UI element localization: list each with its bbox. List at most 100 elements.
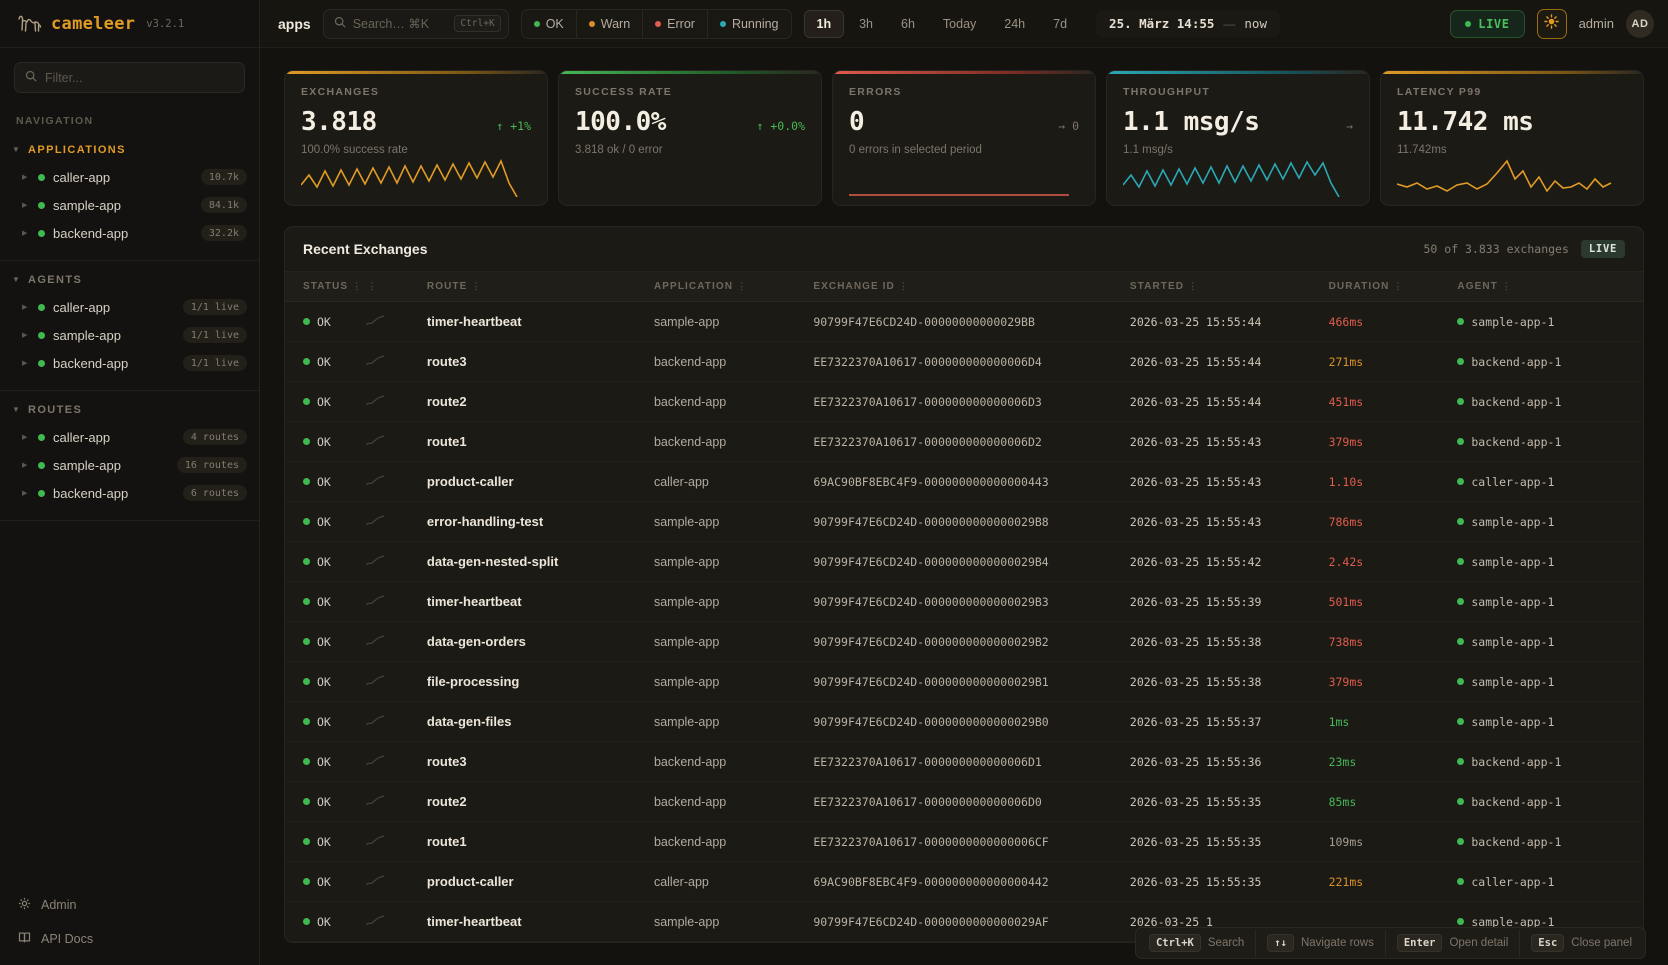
time-window-from: 25. März 14:55	[1109, 16, 1215, 31]
sidebar-item-agents-sample-app[interactable]: ▶ sample-app 1/1 live	[0, 321, 259, 349]
table-row[interactable]: OK product-caller caller-app 69AC90BF8EBC4F…	[285, 461, 1643, 502]
table-row[interactable]: OK route3 backend-app EE7322370A10617-00000…	[285, 741, 1643, 782]
section-header-agents[interactable]: ▼ AGENTS	[0, 261, 259, 293]
kpi-card-latency-p99[interactable]: LATENCY P99 11.742 ms 11.742ms	[1380, 70, 1644, 206]
column-header-started[interactable]: STARTED ⋮	[1129, 272, 1329, 302]
cell-row-sparkline	[363, 741, 427, 782]
table-row[interactable]: OK data-gen-files sample-app 90799F47E6CD24…	[285, 701, 1643, 742]
cell-duration: 379ms	[1328, 421, 1458, 462]
status-filter-running[interactable]: Running	[708, 10, 791, 38]
section-header-routes[interactable]: ▼ ROUTES	[0, 391, 259, 423]
status-dot-ok	[303, 918, 310, 925]
sidebar-item-routes-sample-app[interactable]: ▶ sample-app 16 routes	[0, 451, 259, 479]
column-header-duration[interactable]: DURATION ⋮	[1328, 272, 1458, 302]
started-time: 2026-03-25 15:55:38	[1129, 674, 1262, 689]
column-label: DURATION	[1328, 281, 1390, 292]
status-filter-ok[interactable]: OK	[522, 9, 577, 38]
filter-box[interactable]	[14, 62, 245, 93]
table-row[interactable]: OK error-handling-test sample-app 90799F47E…	[285, 501, 1643, 542]
sidebar-item-routes-backend-app[interactable]: ▶ backend-app 6 routes	[0, 479, 259, 507]
section-header-applications[interactable]: ▼ APPLICATIONS	[0, 131, 259, 163]
table-row[interactable]: OK timer-heartbeat sample-app 90799F47E6CD2…	[285, 581, 1643, 622]
table-row[interactable]: OK route1 backend-app EE7322370A10617-00000…	[285, 821, 1643, 862]
duration-value: 271ms	[1328, 354, 1364, 369]
row-sparkline-icon	[365, 755, 384, 765]
cell-agent: backend-app-1	[1457, 341, 1643, 382]
status-text: OK	[317, 634, 331, 649]
kpi-card-throughput[interactable]: THROUGHPUT 1.1 msg/s → 1.1 msg/s	[1106, 70, 1370, 206]
sidebar-item-applications-caller-app[interactable]: ▶ caller-app 10.7k	[0, 163, 259, 191]
sidebar-item-applications-sample-app[interactable]: ▶ sample-app 84.1k	[0, 191, 259, 219]
column-header-status[interactable]: STATUS ⋮	[285, 272, 364, 302]
live-label: LIVE	[1478, 16, 1510, 31]
sidebar-item-applications-backend-app[interactable]: ▶ backend-app 32.2k	[0, 219, 259, 247]
row-sparkline-icon	[365, 675, 384, 685]
range-button-1h[interactable]: 1h	[803, 9, 845, 38]
column-header-application[interactable]: APPLICATION ⋮	[653, 272, 814, 302]
shortcut-close-panel[interactable]: Esc Close panel	[1520, 930, 1643, 956]
sidebar-item-agents-caller-app[interactable]: ▶ caller-app 1/1 live	[0, 293, 259, 321]
route-name: product-caller	[426, 874, 514, 889]
column-label: AGENT	[1457, 281, 1498, 292]
shortcut-open-detail[interactable]: Enter Open detail	[1386, 930, 1521, 956]
sparkline-exchanges	[301, 158, 518, 197]
column-header-route[interactable]: ROUTE ⋮	[426, 272, 654, 302]
sidebar-item-api-docs[interactable]: API Docs	[0, 922, 259, 965]
range-button-24h[interactable]: 24h	[1004, 16, 1026, 31]
live-status-badge[interactable]: LIVE	[1450, 9, 1525, 38]
cell-status: OK	[285, 741, 364, 782]
cell-agent: sample-app-1	[1457, 621, 1643, 662]
table-row[interactable]: OK product-caller caller-app 69AC90BF8EBC4F…	[285, 861, 1643, 902]
kpi-main-row: 11.742 ms	[1397, 107, 1627, 137]
status-dot-running	[719, 20, 726, 27]
application-name: backend-app	[653, 434, 727, 449]
kpi-card-errors[interactable]: ERRORS 0 → 0 0 errors in selected period	[832, 70, 1096, 206]
status-filter-warn[interactable]: Warn	[577, 9, 644, 38]
global-search-box[interactable]: Search… ⌘K Ctrl+K	[322, 8, 509, 39]
column-header-exchange-id[interactable]: EXCHANGE ID ⋮	[813, 272, 1130, 302]
cell-duration: 451ms	[1328, 381, 1458, 422]
cell-exchange-id: EE7322370A10617-0000000000000006CF	[813, 821, 1130, 862]
navigation-label: NAVIGATION	[16, 115, 94, 127]
table-row[interactable]: OK route2 backend-app EE7322370A10617-00000…	[285, 381, 1643, 422]
cell-duration: 221ms	[1328, 861, 1458, 902]
table-row[interactable]: OK route1 backend-app EE7322370A10617-00000…	[285, 421, 1643, 462]
time-window-display[interactable]: 25. März 14:55 — now	[1096, 10, 1280, 37]
kpi-card-exchanges[interactable]: EXCHANGES 3.818 ↑ +1% 100.0% success rat…	[284, 70, 548, 206]
cell-duration: 109ms	[1328, 821, 1458, 862]
status-filter-error[interactable]: Error	[643, 9, 708, 38]
filter-input[interactable]	[45, 70, 234, 85]
table-row[interactable]: OK timer-heartbeat sample-app 90799F47E6CD2…	[285, 901, 1643, 942]
kpi-card-success-rate[interactable]: SUCCESS RATE 100.0% ↑ +0.0% 3.818 ok / 0…	[558, 70, 822, 206]
column-header-spark[interactable]: ⋮	[363, 272, 427, 302]
agent-name: sample-app-1	[1471, 514, 1555, 529]
table-row[interactable]: OK route2 backend-app EE7322370A10617-00000…	[285, 781, 1643, 822]
range-button-6h[interactable]: 6h	[901, 16, 915, 31]
agent-status-dot	[1457, 918, 1465, 925]
table-row[interactable]: OK timer-heartbeat sample-app 90799F47E6CD2…	[285, 301, 1643, 342]
table-row[interactable]: OK data-gen-orders sample-app 90799F47E6CD2…	[285, 621, 1643, 662]
cell-application: sample-app	[653, 541, 814, 582]
avatar[interactable]: AD	[1626, 9, 1654, 38]
shortcut-search[interactable]: Ctrl+K Search	[1138, 930, 1257, 956]
table-row[interactable]: OK route3 backend-app EE7322370A10617-00000…	[285, 341, 1643, 382]
row-sparkline-icon	[365, 835, 384, 845]
kpi-subtitle: 1.1 msg/s	[1123, 144, 1173, 156]
range-button-7d[interactable]: 7d	[1053, 16, 1068, 31]
range-button-3h[interactable]: 3h	[859, 16, 874, 31]
status-dot	[38, 303, 45, 311]
shortcut-navigate[interactable]: ↑↓ Navigate rows	[1256, 930, 1386, 956]
sidebar-item-routes-caller-app[interactable]: ▶ caller-app 4 routes	[0, 423, 259, 451]
range-button-today[interactable]: Today	[942, 16, 977, 31]
theme-toggle-button[interactable]	[1536, 8, 1567, 39]
sidebar-item-admin[interactable]: Admin	[0, 888, 259, 922]
camel-icon	[16, 13, 42, 35]
cell-application: backend-app	[653, 341, 814, 382]
table-row[interactable]: OK data-gen-nested-split sample-app 90799F4…	[285, 541, 1643, 582]
sidebar-item-agents-backend-app[interactable]: ▶ backend-app 1/1 live	[0, 349, 259, 377]
sidebar-item-label: backend-app	[53, 485, 129, 501]
table-row[interactable]: OK file-processing sample-app 90799F47E6CD2…	[285, 661, 1643, 702]
column-header-agent[interactable]: AGENT ⋮	[1457, 272, 1643, 302]
sidebar-item-label: caller-app	[53, 429, 111, 445]
cell-duration: 1.10s	[1328, 461, 1458, 502]
